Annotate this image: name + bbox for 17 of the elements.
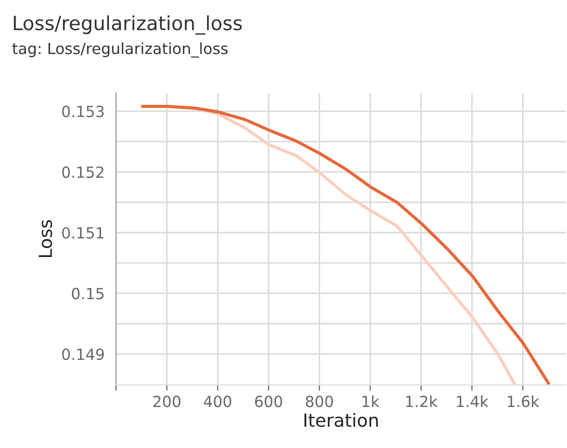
y-tick-label: 0.153: [62, 106, 104, 118]
x-tick-label: 1.6k: [508, 395, 540, 408]
x-tick-label: 1k: [362, 395, 380, 408]
x-tick-label: 600: [255, 396, 282, 408]
x-tick-label: 800: [306, 396, 333, 408]
x-tick-label: 200: [153, 396, 180, 408]
y-tick-label: 0.15: [72, 288, 104, 300]
y-tick-label: 0.151: [62, 227, 104, 239]
y-tick-label: 0.152: [62, 166, 104, 178]
chart-title: Loss/regularization_loss: [14, 15, 242, 35]
x-tick-label: 400: [204, 396, 232, 408]
y-tick-label: 0.149: [62, 348, 104, 360]
x-axis-title: Iteration: [304, 412, 378, 427]
y-axis-title: Loss: [38, 220, 52, 258]
x-tick-label: 1.2k: [406, 395, 438, 408]
x-tick-label: 1.4k: [457, 395, 488, 408]
chart-subtitle: tag: Loss/regularization_loss: [12, 42, 228, 58]
